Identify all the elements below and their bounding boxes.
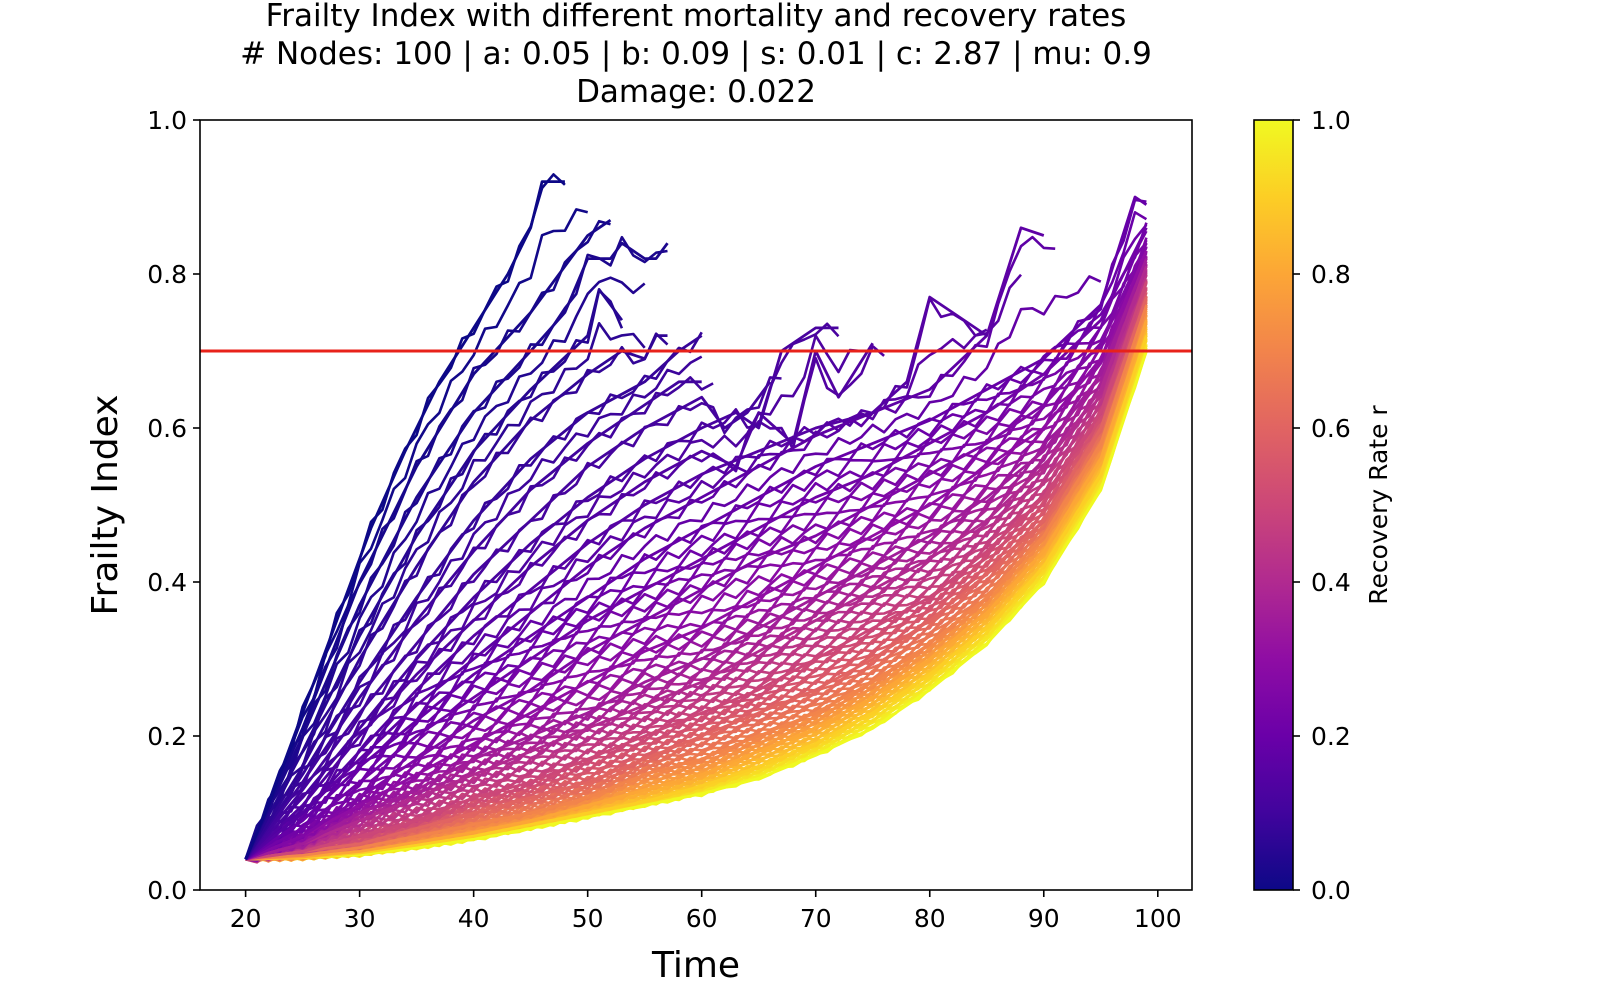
series-line-97 [244,219,611,860]
x-tick-label-4: 60 [686,904,718,933]
x-axis-label: Time [651,945,740,986]
y-tick-label-0: 0.0 [147,876,187,905]
x-tick-label-3: 50 [572,904,604,933]
key-series-line-5 [245,281,1148,861]
key-series-line-10 [244,227,1148,861]
series-line-66 [245,250,1148,861]
chart-title-line-2: # Nodes: 100 | a: 0.05 | b: 0.09 | s: 0.… [240,36,1152,72]
x-tick-label-1: 30 [344,904,376,933]
series-line-98 [244,208,589,860]
series-line-56 [244,274,1148,861]
key-series-line-23 [244,180,565,860]
y-tick-label-2: 0.4 [147,568,187,597]
key-series-line-6 [245,265,1148,861]
key-series-line-22 [244,218,612,860]
colorbar-ticks: 0.0 0.2 0.4 0.6 0.8 1.0 [1293,106,1351,905]
y-tick-label-5: 1.0 [147,106,187,135]
key-series-line-17 [244,380,702,861]
y-axis-ticks: 0.0 0.2 0.4 0.6 0.8 1.0 [147,106,200,905]
key-series-line-12 [244,226,1045,861]
key-series-line-14 [244,342,874,861]
colorbar-tick-label-3: 0.6 [1311,414,1351,443]
key-series-line-9 [245,242,1148,861]
y-tick-label-3: 0.6 [147,414,187,443]
series-line-88 [244,376,782,861]
key-series-line-1 [245,335,1148,861]
series-line-79 [244,211,1148,861]
y-tick-label-1: 0.2 [147,722,187,751]
key-series-line-20 [244,287,624,860]
colorbar-tick-label-0: 0.0 [1311,876,1351,905]
chart-title-line-3: Damage: 0.022 [576,74,816,110]
colorbar-tick-label-5: 1.0 [1311,106,1351,135]
x-tick-label-0: 20 [230,904,262,933]
key-series-line-13 [244,295,988,861]
key-series-line-16 [244,380,772,861]
key-series-line-3 [245,304,1148,861]
colorbar-tick-label-2: 0.4 [1311,568,1351,597]
colorbar-label: Recovery Rate r [1364,405,1393,605]
series-line-95 [244,276,646,860]
series-line-69 [245,246,1148,862]
key-series-line-2 [245,319,1148,861]
x-tick-label-2: 40 [458,904,490,933]
x-axis-ticks: 20 30 40 50 60 70 80 90 100 [230,890,1182,933]
x-tick-label-5: 70 [800,904,832,933]
series-line-75 [244,241,1148,861]
colorbar-tick-label-1: 0.2 [1311,722,1351,751]
x-tick-label-8: 100 [1134,904,1182,933]
series-line-68 [244,256,1148,861]
series-lines [244,173,1148,864]
series-line-81 [244,275,1102,861]
chart-title-line-1: Frailty Index with different mortality a… [266,0,1127,34]
x-tick-label-6: 80 [914,904,946,933]
colorbar-tick-label-4: 0.8 [1311,260,1351,289]
plot-frame [199,119,1193,891]
key-series-line-15 [244,326,839,861]
y-axis-label: Frailty Index [85,395,126,616]
key-series-line-21 [244,241,669,860]
key-series-line-4 [245,296,1148,861]
key-series-line-0 [245,350,1148,861]
key-series-line-18 [244,334,703,860]
key-series-line-7 [245,258,1148,861]
colorbar [1253,119,1294,891]
key-series-line-8 [245,250,1148,861]
y-tick-label-4: 0.8 [147,260,187,289]
series-line-89 [244,376,714,860]
x-tick-label-7: 90 [1028,904,1060,933]
